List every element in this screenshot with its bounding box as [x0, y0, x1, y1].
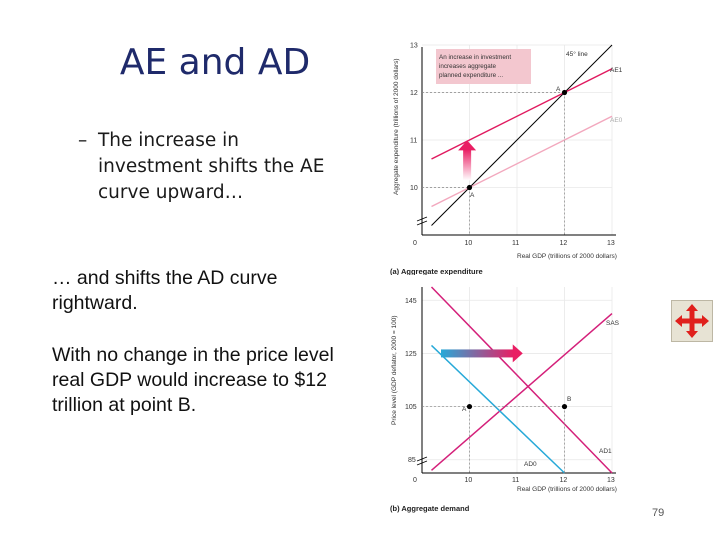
page-number: 79	[652, 507, 665, 519]
ae0-curve	[431, 115, 613, 208]
y-tick-label: 10	[410, 185, 418, 192]
y-tick-label: 12	[410, 90, 418, 97]
y-tick-label: 11	[410, 138, 417, 145]
slide-title: AE and AD	[119, 42, 311, 83]
chart-aggregate-demand: 10 11 12 13 85 105 125 145 Price level (GDP def…	[390, 286, 620, 513]
axis-break-mark	[416, 460, 428, 466]
x-tick-label: 10	[465, 240, 473, 247]
bullet-text: The increase in investment shifts the AE…	[98, 130, 325, 203]
axis-break-mark	[416, 220, 428, 226]
move-arrows-icon	[675, 304, 709, 338]
ae1-label: AE1	[610, 67, 623, 74]
x-tick-label: 13	[607, 477, 615, 484]
shift-arrow-shaft	[441, 349, 514, 358]
y-tick-label: 105	[405, 404, 417, 411]
point-label-b: B	[567, 396, 571, 403]
equilibrium-point-0	[466, 184, 473, 191]
body-text-real-gdp: With no change in the price level real G…	[52, 344, 334, 416]
point-label-a: A	[462, 406, 467, 413]
y-tick-label: 13	[410, 43, 418, 50]
bullet-dash: –	[78, 130, 88, 151]
equilibrium-point-b	[561, 403, 568, 410]
shift-arrow-head	[512, 344, 523, 363]
ad1-label: AD1	[599, 448, 612, 455]
callout-line-2: increases aggregate	[439, 63, 497, 70]
line-45	[431, 44, 613, 226]
chart-caption: (a) Aggregate expenditure	[390, 267, 483, 275]
x-tick-label: 10	[465, 477, 473, 484]
move-navigation-button[interactable]	[671, 300, 713, 342]
x-tick-label: 11	[512, 240, 519, 247]
x-axis-label: Real GDP (trillions of 2000 dollars)	[517, 253, 617, 260]
callout-line-1: An increase in investment	[439, 54, 511, 61]
x-axis-label: Real GDP (trillions of 2000 dollars)	[517, 486, 617, 493]
bullet-point: – The increase in investment shifts the …	[78, 128, 338, 206]
x-tick-label: 13	[607, 240, 615, 247]
y-tick-label: 145	[405, 298, 417, 305]
sas-label: SAS	[606, 320, 620, 327]
shift-arrow-head	[458, 140, 477, 151]
y-axis-label: Price level (GDP deflator, 2000 = 100)	[391, 315, 398, 425]
axis-break-mark	[416, 456, 428, 462]
equilibrium-point-1	[561, 89, 568, 96]
ad1-curve	[430, 286, 613, 474]
point-label-a-lower: A	[470, 192, 475, 199]
y-tick-label: 85	[408, 457, 416, 464]
point-label-a-upper: A	[556, 86, 561, 93]
callout-box	[436, 49, 531, 84]
ae0-label: AE0	[610, 117, 623, 124]
chart-aggregate-expenditure: 10 10 11 11 12 12 13 13 Aggregate expenditure (…	[390, 43, 623, 276]
x-tick-label: 11	[512, 477, 519, 484]
equilibrium-point-a	[466, 403, 473, 410]
callout-line-3: planned expenditure ...	[439, 72, 503, 79]
ad0-curve	[430, 344, 566, 474]
origin-label: 0	[413, 477, 417, 484]
chart-caption: (b) Aggregate demand	[390, 504, 470, 513]
x-tick-label: 12	[560, 477, 568, 484]
shift-arrow-shaft	[463, 149, 472, 181]
y-tick-label: 125	[405, 351, 417, 358]
sas-curve	[431, 313, 613, 471]
origin-label: 0	[413, 240, 417, 247]
body-text-ad-shift: … and shifts the AD curve rightward.	[52, 267, 278, 314]
y-axis-label: Aggregate expenditure (trillions of 2000…	[393, 58, 400, 195]
x-tick-label: 12	[560, 240, 568, 247]
ad0-label: AD0	[524, 461, 537, 468]
ae1-curve	[431, 68, 613, 160]
axis-break-mark	[416, 216, 428, 222]
grid-lines	[422, 287, 613, 473]
line-45-label: 45° line	[566, 50, 588, 58]
